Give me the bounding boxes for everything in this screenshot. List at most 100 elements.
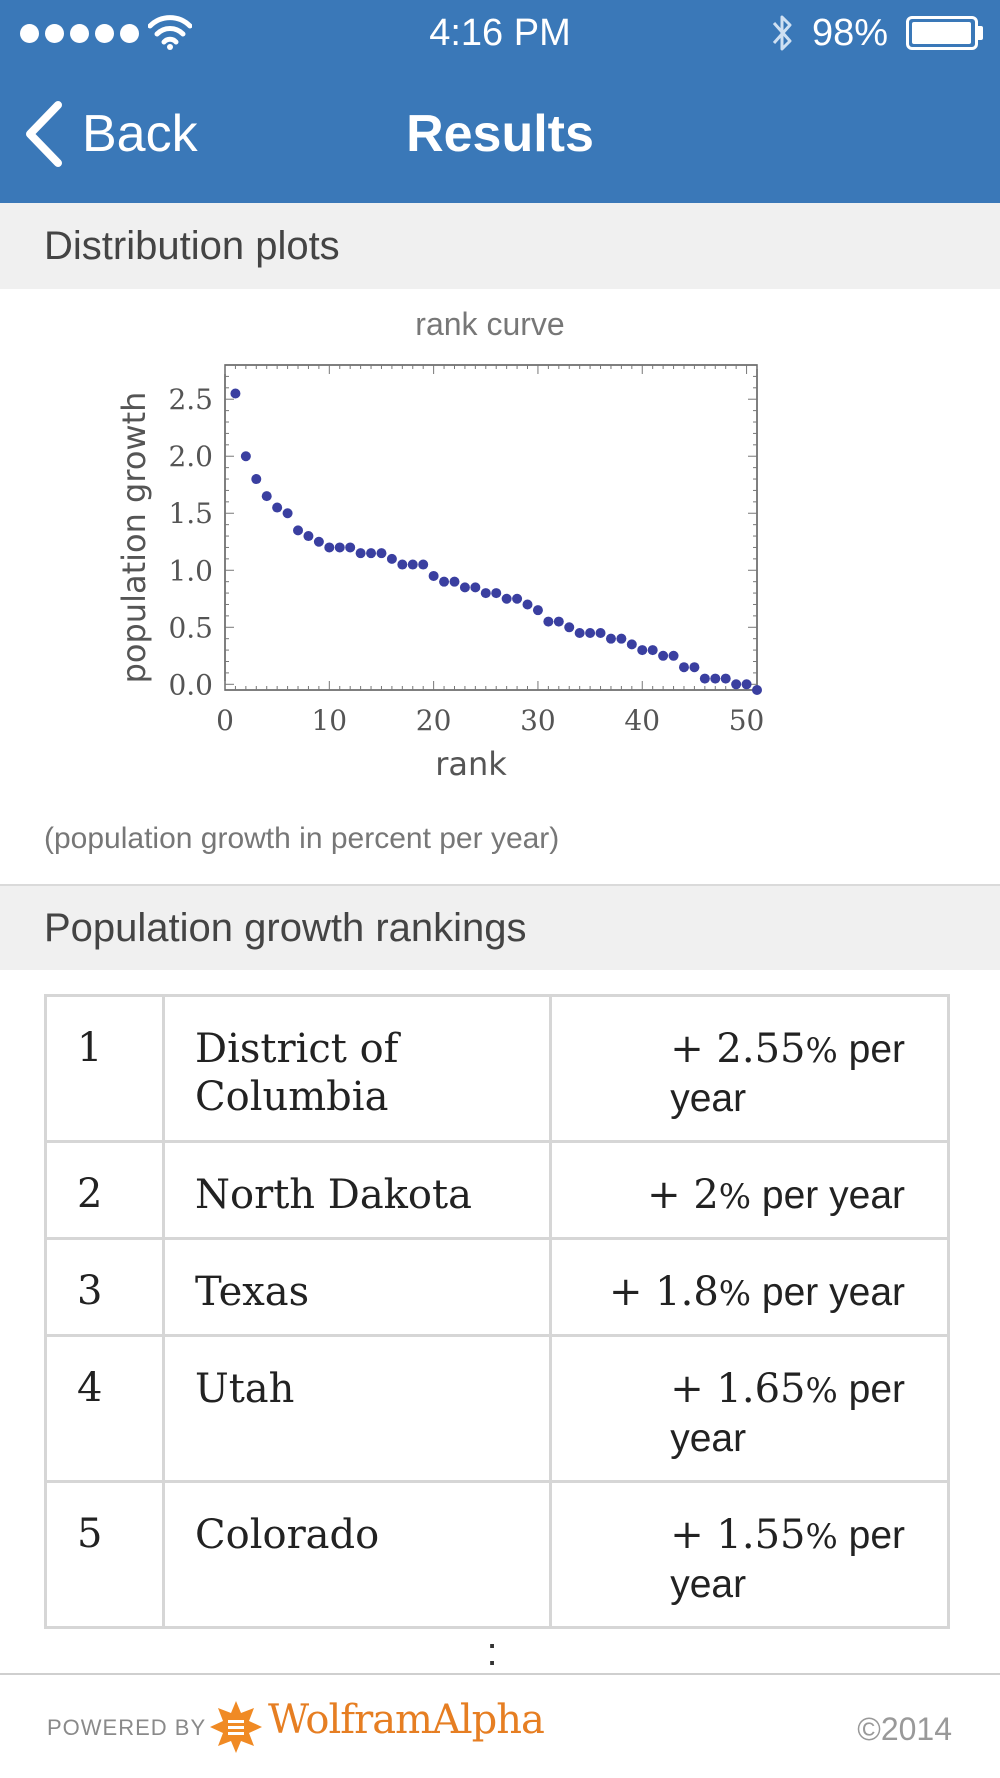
data-point <box>741 679 752 690</box>
state-cell: Texas <box>162 1237 552 1337</box>
rank-cell: 3 <box>44 1237 165 1337</box>
growth-value: + 1.65 <box>670 1366 806 1412</box>
table-row: 4 Utah + 1.65% per year <box>44 1334 950 1483</box>
table-row: 2 North Dakota + 2% per year <box>44 1140 950 1240</box>
data-point <box>731 679 742 690</box>
x-tick-label: 40 <box>624 704 660 737</box>
battery-percent: 98% <box>812 12 889 54</box>
data-point <box>251 474 262 485</box>
plot-frame <box>224 364 758 691</box>
data-point <box>543 616 554 627</box>
growth-value: + 1.55 <box>670 1512 806 1558</box>
data-point <box>334 542 345 553</box>
data-point <box>512 593 523 604</box>
back-button[interactable]: Back <box>22 96 198 172</box>
battery-tip <box>978 26 983 40</box>
data-point <box>439 576 450 587</box>
percent-sign: % <box>718 1177 752 1217</box>
percent-sign: % <box>805 1517 838 1557</box>
data-point <box>595 627 606 638</box>
state-name-line1: North Dakota <box>195 1172 472 1218</box>
signal-strength-icon <box>20 24 139 43</box>
data-point <box>376 548 387 559</box>
data-point <box>449 576 460 587</box>
data-point <box>626 639 637 650</box>
data-point <box>752 685 762 695</box>
state-cell: District of Columbia <box>162 994 552 1143</box>
data-point <box>470 582 481 593</box>
growth-cell: + 1.65% per year <box>549 1334 950 1483</box>
data-point <box>532 605 543 616</box>
plot-title: rank curve <box>415 306 565 342</box>
data-point <box>324 542 335 553</box>
state-cell: North Dakota <box>162 1140 552 1240</box>
wolframalpha-wordmark[interactable]: WolframAlpha <box>268 1697 545 1743</box>
footer: POWERED BY WolframAlpha ©2014 <box>0 1673 1000 1778</box>
y-tick-label: 2.0 <box>168 440 213 473</box>
data-point <box>397 559 408 570</box>
wifi-icon <box>148 15 192 50</box>
state-name-line1: District of <box>195 1026 399 1072</box>
data-point <box>293 525 304 536</box>
data-point <box>710 673 721 684</box>
growth-unit-line2: year <box>670 1562 747 1606</box>
data-point <box>585 627 596 638</box>
data-point <box>355 548 366 559</box>
state-name-line1: Utah <box>195 1366 295 1412</box>
x-tick-label: 30 <box>520 704 556 737</box>
data-point <box>678 662 689 673</box>
y-tick-label: 0.5 <box>168 611 213 644</box>
percent-sign: % <box>718 1274 752 1314</box>
table-row: 3 Texas + 1.8% per year <box>44 1237 950 1337</box>
bluetooth-icon <box>772 15 792 51</box>
data-point <box>668 650 679 661</box>
data-point <box>261 491 272 502</box>
growth-cell: + 2.55% per year <box>549 994 950 1143</box>
navigation-bar: 4:16 PM 98% Back Results <box>0 0 1000 203</box>
data-point <box>491 588 502 599</box>
data-point <box>501 593 512 604</box>
percent-sign: % <box>805 1031 838 1071</box>
data-point <box>605 633 616 644</box>
data-point <box>272 502 283 513</box>
more-results-button[interactable]: : <box>486 1630 498 1674</box>
status-bar: 4:16 PM 98% <box>0 0 1000 68</box>
growth-value: + 2 <box>647 1172 719 1218</box>
growth-unit: per <box>837 1514 905 1557</box>
growth-unit: per <box>837 1368 905 1411</box>
rank-cell: 4 <box>44 1334 165 1483</box>
growth-cell: + 1.55% per year <box>549 1480 950 1629</box>
wolframalpha-logo-icon <box>210 1701 262 1753</box>
table-row: 5 Colorado + 1.55% per year <box>44 1480 950 1629</box>
data-point <box>240 451 251 462</box>
data-point <box>658 650 669 661</box>
y-tick-label: 2.5 <box>168 383 213 416</box>
y-tick-label: 1.5 <box>168 497 213 530</box>
data-point <box>428 570 439 581</box>
rankings-header: Population growth rankings <box>0 884 1000 970</box>
data-point <box>574 627 585 638</box>
growth-unit: per <box>837 1028 905 1071</box>
rank-cell: 5 <box>44 1480 165 1629</box>
state-name-line1: Colorado <box>195 1512 380 1558</box>
rankings-table: 1 District of Columbia + 2.55% per year 2 … <box>44 994 950 1629</box>
y-axis-label: population growth <box>115 392 153 684</box>
data-point <box>720 673 731 684</box>
copyright: ©2014 <box>857 1711 952 1747</box>
data-point <box>418 559 429 570</box>
distribution-plots-header: Distribution plots <box>0 203 1000 289</box>
data-point <box>282 508 293 519</box>
data-point <box>564 622 575 633</box>
data-point <box>647 645 658 656</box>
x-tick-label: 20 <box>416 704 452 737</box>
chevron-left-icon <box>26 101 62 167</box>
data-point <box>303 531 314 542</box>
data-point <box>522 599 533 610</box>
data-point <box>313 536 324 547</box>
data-point <box>637 645 648 656</box>
data-point <box>407 559 418 570</box>
back-label: Back <box>82 105 198 163</box>
x-tick-label: 0 <box>216 704 234 737</box>
rank-cell: 1 <box>44 994 165 1143</box>
data-point <box>616 633 627 644</box>
